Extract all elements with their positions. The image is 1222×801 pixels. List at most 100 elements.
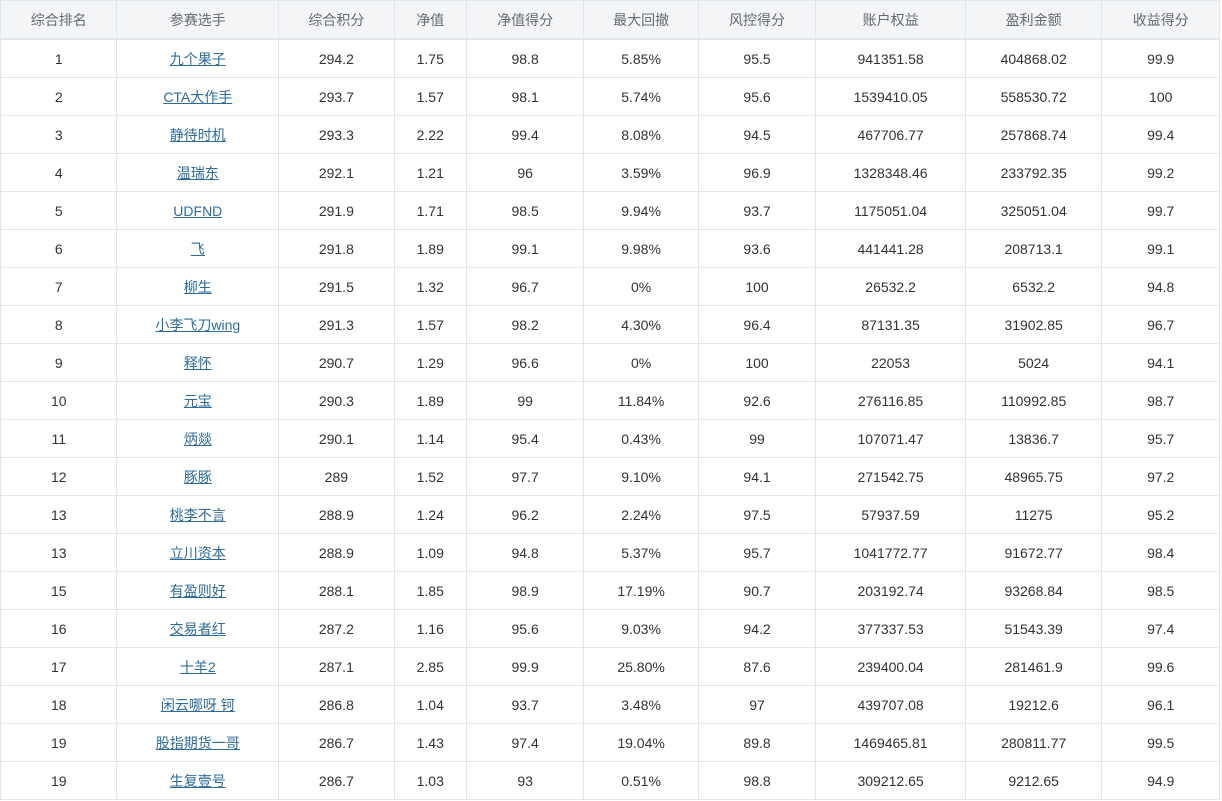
cell-total-score: 289	[278, 457, 395, 496]
player-name-link[interactable]: 桃李不言	[169, 506, 226, 523]
cell-profit-amount: 51543.39	[964, 609, 1103, 648]
cell-profit-amount: 11275	[964, 495, 1103, 534]
cell-account-equity: 22053	[815, 343, 966, 382]
player-name-link[interactable]: 股指期货一哥	[155, 734, 240, 751]
cell-net-value: 1.03	[393, 761, 467, 800]
player-name-link[interactable]: 小李飞刀wing	[155, 316, 241, 333]
cell-net-value: 1.57	[393, 305, 467, 344]
table-row: 15 有盈则好 288.1 1.85 98.9 17.19% 90.7 203192.74 93…	[0, 571, 1220, 610]
player-name-link[interactable]: 有盈则好	[169, 582, 226, 599]
player-name-link[interactable]: UDFND	[173, 202, 223, 219]
cell-account-equity: 377337.53	[815, 609, 966, 648]
table-row: 13 立川资本 288.9 1.09 94.8 5.37% 95.7 1041772.77 91…	[0, 533, 1220, 572]
cell-rank: 5	[0, 191, 118, 230]
cell-total-score: 294.2	[278, 38, 395, 78]
cell-rank: 9	[0, 343, 118, 382]
cell-net-value-score: 99	[465, 381, 585, 420]
cell-profit-amount: 257868.74	[964, 115, 1103, 154]
cell-total-score: 286.7	[278, 761, 395, 800]
cell-total-score: 286.8	[278, 685, 395, 724]
cell-profit-amount: 5024	[964, 343, 1103, 382]
column-header-net-value: 净值	[393, 0, 467, 40]
cell-return-score: 95.2	[1101, 495, 1220, 534]
cell-return-score: 99.6	[1101, 647, 1220, 686]
cell-net-value: 1.89	[393, 381, 467, 420]
cell-rank: 6	[0, 229, 118, 268]
cell-player: 九个果子	[116, 38, 280, 78]
cell-player: 闲云哪呀 钶	[116, 685, 280, 724]
cell-return-score: 94.8	[1101, 267, 1220, 306]
cell-risk-score: 90.7	[697, 571, 817, 610]
player-name-link[interactable]: 九个果子	[169, 50, 226, 67]
cell-total-score: 287.1	[278, 647, 395, 686]
table-row: 9 释怀 290.7 1.29 96.6 0% 100 22053 5024 94.1	[0, 343, 1220, 382]
table-row: 1 九个果子 294.2 1.75 98.8 5.85% 95.5 941351.58 4048…	[0, 38, 1220, 78]
cell-account-equity: 57937.59	[815, 495, 966, 534]
player-name-link[interactable]: 柳生	[183, 278, 212, 295]
cell-total-score: 288.1	[278, 571, 395, 610]
column-header-net-value-score: 净值得分	[465, 0, 585, 40]
player-name-link[interactable]: 立川资本	[169, 544, 226, 561]
cell-player: 柳生	[116, 267, 280, 306]
cell-net-value-score: 98.2	[465, 305, 585, 344]
cell-total-score: 291.5	[278, 267, 395, 306]
player-name-link[interactable]: 闲云哪呀 钶	[160, 696, 235, 713]
player-name-link[interactable]: 生复壹号	[169, 772, 226, 789]
cell-account-equity: 309212.65	[815, 761, 966, 800]
table-header: 综合排名 参赛选手 综合积分 净值 净值得分 最大回撤 风控得分 账户权益 盈利金额 收益得分	[0, 0, 1220, 40]
cell-max-drawdown: 9.94%	[583, 191, 699, 230]
cell-net-value: 1.14	[393, 419, 467, 458]
cell-max-drawdown: 19.04%	[583, 723, 699, 762]
cell-account-equity: 467706.77	[815, 115, 966, 154]
cell-net-value-score: 96.6	[465, 343, 585, 382]
cell-profit-amount: 280811.77	[964, 723, 1103, 762]
cell-account-equity: 1041772.77	[815, 533, 966, 572]
player-name-link[interactable]: 飞	[190, 240, 205, 257]
player-name-link[interactable]: 交易者红	[169, 620, 226, 637]
table-row: 19 生复壹号 286.7 1.03 93 0.51% 98.8 309212.65 9212.…	[0, 761, 1220, 800]
player-name-link[interactable]: 元宝	[183, 392, 212, 409]
cell-total-score: 291.3	[278, 305, 395, 344]
cell-max-drawdown: 4.30%	[583, 305, 699, 344]
cell-net-value: 1.52	[393, 457, 467, 496]
cell-return-score: 97.2	[1101, 457, 1220, 496]
cell-net-value-score: 93.7	[465, 685, 585, 724]
table-row: 12 豚豚 289 1.52 97.7 9.10% 94.1 271542.75 48965.7…	[0, 457, 1220, 496]
player-name-link[interactable]: CTA大作手	[163, 88, 233, 105]
cell-max-drawdown: 3.59%	[583, 153, 699, 192]
cell-total-score: 288.9	[278, 533, 395, 572]
player-name-link[interactable]: 十羊2	[179, 658, 216, 675]
cell-rank: 2	[0, 77, 118, 116]
cell-max-drawdown: 0.51%	[583, 761, 699, 800]
player-name-link[interactable]: 炳燚	[183, 430, 212, 447]
cell-net-value-score: 98.1	[465, 77, 585, 116]
cell-net-value: 2.22	[393, 115, 467, 154]
cell-net-value: 1.24	[393, 495, 467, 534]
cell-max-drawdown: 5.37%	[583, 533, 699, 572]
table-row: 7 柳生 291.5 1.32 96.7 0% 100 26532.2 6532.2 94.8	[0, 267, 1220, 306]
cell-account-equity: 1328348.46	[815, 153, 966, 192]
cell-net-value: 1.21	[393, 153, 467, 192]
cell-account-equity: 239400.04	[815, 647, 966, 686]
cell-player: 静待时机	[116, 115, 280, 154]
cell-risk-score: 93.6	[697, 229, 817, 268]
player-name-link[interactable]: 温瑞东	[176, 164, 219, 181]
cell-max-drawdown: 25.80%	[583, 647, 699, 686]
cell-max-drawdown: 9.10%	[583, 457, 699, 496]
player-name-link[interactable]: 静待时机	[169, 126, 226, 143]
table-row: 18 闲云哪呀 钶 286.8 1.04 93.7 3.48% 97 439707.08 192…	[0, 685, 1220, 724]
table-row: 3 静待时机 293.3 2.22 99.4 8.08% 94.5 467706.77 2578…	[0, 115, 1220, 154]
cell-max-drawdown: 17.19%	[583, 571, 699, 610]
player-name-link[interactable]: 释怀	[183, 354, 212, 371]
cell-risk-score: 95.6	[697, 77, 817, 116]
cell-risk-score: 89.8	[697, 723, 817, 762]
cell-risk-score: 92.6	[697, 381, 817, 420]
player-name-link[interactable]: 豚豚	[183, 468, 212, 485]
table-row: 4 温瑞东 292.1 1.21 96 3.59% 96.9 1328348.46 233792…	[0, 153, 1220, 192]
cell-max-drawdown: 11.84%	[583, 381, 699, 420]
cell-player: 立川资本	[116, 533, 280, 572]
cell-max-drawdown: 9.98%	[583, 229, 699, 268]
cell-profit-amount: 404868.02	[964, 38, 1103, 78]
